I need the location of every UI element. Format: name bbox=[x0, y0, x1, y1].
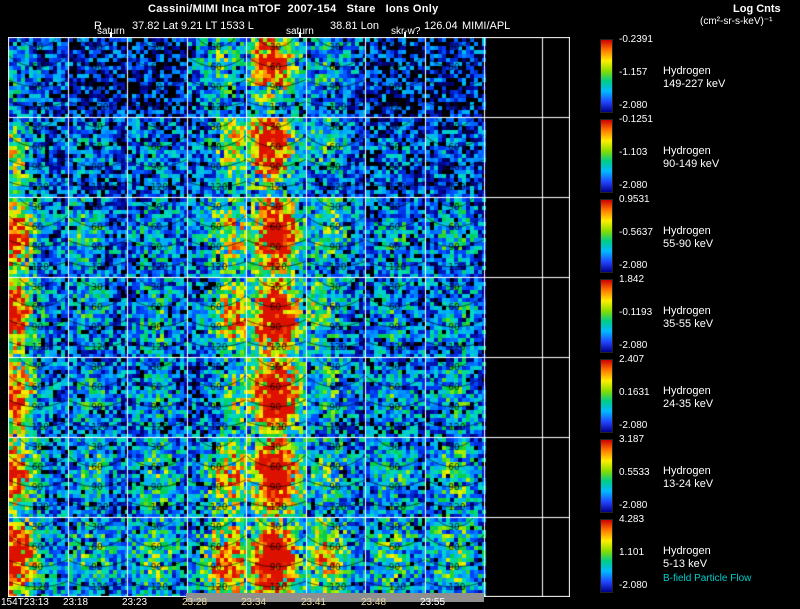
colorbar-mid-label: -0.5637 bbox=[619, 227, 653, 238]
energy-row-2: 0.9531 -0.5637 -2.080 Hydrogen 55-90 keV bbox=[0, 194, 800, 277]
species-label: Hydrogen bbox=[663, 225, 711, 237]
colorbar-min-label: -2.080 bbox=[619, 580, 648, 591]
colorbar-mid-label: -1.157 bbox=[619, 67, 648, 78]
event-marker-tick bbox=[110, 32, 112, 37]
species-label: Hydrogen bbox=[663, 65, 711, 77]
colorbar-mid-label: 0.5533 bbox=[619, 467, 650, 478]
colorbar-max-label: 4.283 bbox=[619, 514, 645, 525]
energy-range-label: 35-55 keV bbox=[663, 318, 714, 330]
page-title: Cassini/MIMI Inca mTOF 2007-154 Stare Io… bbox=[148, 3, 439, 15]
colorbar-max-label: 1.842 bbox=[619, 274, 645, 285]
energy-range-label: 149-227 keV bbox=[663, 78, 726, 90]
colorbar-max-label: -0.1251 bbox=[619, 114, 653, 125]
colorbar bbox=[600, 519, 613, 593]
colorbar bbox=[600, 439, 613, 513]
colorbar bbox=[600, 199, 613, 273]
time-tick-0: 154T23:13 bbox=[1, 597, 49, 608]
energy-range-label: 24-35 keV bbox=[663, 398, 714, 410]
energy-row-3: 1.842 -0.1193 -2.080 Hydrogen 35-55 keV bbox=[0, 274, 800, 357]
colorbar-min-label: -2.080 bbox=[619, 180, 648, 191]
colorbar bbox=[600, 279, 613, 353]
colorbar bbox=[600, 39, 613, 113]
energy-range-label: 13-24 keV bbox=[663, 478, 714, 490]
time-tick-6: 23:48 bbox=[361, 597, 387, 608]
energy-range-label: 55-90 keV bbox=[663, 238, 714, 250]
colorbar-mid-label: -1.103 bbox=[619, 147, 648, 158]
ephemeris-r-label: R bbox=[94, 20, 102, 32]
event-marker-saturn-2: saturn bbox=[286, 26, 314, 37]
species-label: Hydrogen bbox=[663, 545, 711, 557]
species-label: Hydrogen bbox=[663, 465, 711, 477]
credit-label: MIMI/APL bbox=[462, 20, 511, 32]
time-tick-1: 23:18 bbox=[63, 597, 89, 608]
energy-row-5: 3.187 0.5533 -2.080 Hydrogen 13-24 keV bbox=[0, 434, 800, 517]
energy-row-4: 2.407 0.1631 -2.080 Hydrogen 24-35 keV bbox=[0, 354, 800, 437]
species-label: Hydrogen bbox=[663, 385, 711, 397]
bfield-flow-label: B-field Particle Flow bbox=[663, 573, 752, 584]
event-marker-tick bbox=[404, 32, 406, 37]
colorbar-min-label: -2.080 bbox=[619, 260, 648, 271]
spectrogram-canvas bbox=[8, 37, 570, 597]
colorbar-mid-label: -0.1193 bbox=[619, 307, 653, 318]
energy-row-0: -0.2391 -1.157 -2.080 Hydrogen 149-227 k… bbox=[0, 34, 800, 117]
colorbar-max-label: 0.9531 bbox=[619, 194, 650, 205]
time-tick-4: 23:34 bbox=[241, 597, 267, 608]
colorbar-scale-title: Log Cnts bbox=[733, 3, 781, 15]
colorbar-min-label: -2.080 bbox=[619, 100, 648, 111]
species-label: Hydrogen bbox=[663, 305, 711, 317]
colorbar-max-label: -0.2391 bbox=[619, 34, 653, 45]
time-tick-5: 23:41 bbox=[301, 597, 327, 608]
coverage-bar bbox=[186, 593, 484, 602]
event-marker-saturn-1: saturn bbox=[97, 26, 125, 37]
energy-row-6: 4.283 1.101 -2.080 Hydrogen 5-13 keV bbox=[0, 514, 800, 597]
colorbar-scale-units: (cm²-sr-s-keV)⁻¹ bbox=[700, 16, 773, 27]
time-tick-2: 23:23 bbox=[122, 597, 148, 608]
ephemeris-values-1: 37.82 Lat 9.21 LT 1533 L bbox=[132, 20, 254, 32]
time-tick-7: 23:55 bbox=[420, 597, 446, 608]
event-marker-tick bbox=[299, 32, 301, 37]
colorbar-max-label: 2.407 bbox=[619, 354, 645, 365]
colorbar bbox=[600, 359, 613, 433]
colorbar-min-label: -2.080 bbox=[619, 500, 648, 511]
event-marker-skr: skr-w? bbox=[391, 26, 420, 37]
ephemeris-values-2: 38.81 Lon bbox=[330, 20, 379, 32]
species-label: Hydrogen bbox=[663, 145, 711, 157]
colorbar-max-label: 3.187 bbox=[619, 434, 645, 445]
colorbar-min-label: -2.080 bbox=[619, 340, 648, 351]
energy-row-1: -0.1251 -1.103 -2.080 Hydrogen 90-149 ke… bbox=[0, 114, 800, 197]
time-tick-3: 23:28 bbox=[182, 597, 208, 608]
energy-range-label: 5-13 keV bbox=[663, 558, 708, 570]
colorbar-min-label: -2.080 bbox=[619, 420, 648, 431]
energy-range-label: 90-149 keV bbox=[663, 158, 720, 170]
colorbar bbox=[600, 119, 613, 193]
colorbar-mid-label: 0.1631 bbox=[619, 387, 650, 398]
ephemeris-values-3: 126.04 bbox=[424, 20, 458, 32]
colorbar-mid-label: 1.101 bbox=[619, 547, 645, 558]
